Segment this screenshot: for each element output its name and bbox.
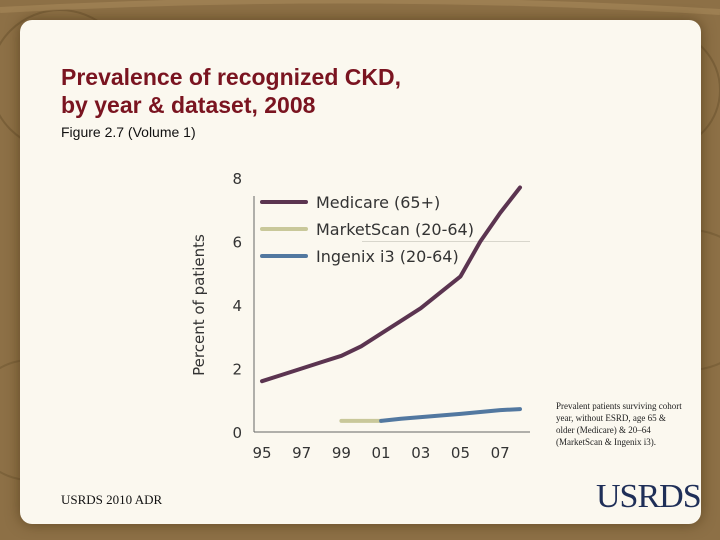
y-tick-label: 8 bbox=[232, 170, 242, 188]
series-line-medicare bbox=[260, 185, 522, 384]
y-tick-label: 4 bbox=[232, 297, 242, 315]
legend-medicare-label: Medicare (65+) bbox=[316, 193, 440, 212]
figure-subtitle: Figure 2.7 (Volume 1) bbox=[61, 124, 196, 140]
legend-marketscan-label: MarketScan (20-64) bbox=[316, 220, 474, 239]
footer-source: USRDS 2010 ADR bbox=[61, 492, 163, 507]
title-line-1: Prevalence of recognized CKD, bbox=[61, 64, 401, 90]
slide-title: Prevalence of recognized CKD, by year & … bbox=[61, 63, 401, 119]
x-tick-label: 99 bbox=[332, 444, 351, 462]
y-tick-label: 0 bbox=[232, 424, 242, 442]
usrds-logo: USRDS bbox=[596, 478, 702, 515]
x-tick-label: 95 bbox=[252, 444, 271, 462]
series-line-ingenix bbox=[379, 407, 522, 423]
y-tick-label: 6 bbox=[232, 234, 242, 252]
x-tick-label: 07 bbox=[491, 444, 510, 462]
y-axis-label: Percent of patients bbox=[190, 234, 208, 376]
x-tick-label: 05 bbox=[451, 444, 470, 462]
x-tick-label: 01 bbox=[372, 444, 391, 462]
footnote: Prevalent patients surviving cohort year… bbox=[556, 401, 682, 447]
title-line-2: by year & dataset, 2008 bbox=[61, 92, 316, 118]
x-tick-label: 03 bbox=[411, 444, 430, 462]
slide-panel bbox=[20, 20, 701, 524]
y-tick-label: 2 bbox=[232, 361, 242, 379]
legend-ingenix-label: Ingenix i3 (20-64) bbox=[316, 247, 459, 266]
x-tick-label: 97 bbox=[292, 444, 311, 462]
